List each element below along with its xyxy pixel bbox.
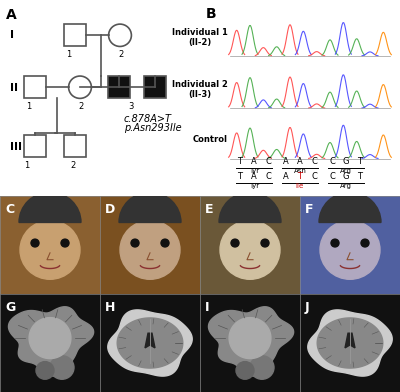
Text: Arg: Arg [340,168,352,174]
Circle shape [36,361,54,379]
Text: G: G [5,301,15,314]
Circle shape [331,239,339,247]
Polygon shape [317,318,383,368]
Text: D: D [105,203,115,216]
Text: Control: Control [193,136,228,145]
Text: p.Asn293Ile: p.Asn293Ile [124,123,182,134]
Text: G: G [343,172,349,181]
Text: A: A [6,8,17,22]
Text: c.878A>T: c.878A>T [124,114,172,124]
Circle shape [120,220,180,279]
Circle shape [320,220,380,279]
Text: 1: 1 [66,50,71,59]
Circle shape [61,239,69,247]
Polygon shape [208,307,294,376]
Text: F: F [305,203,314,216]
Text: Individual 1
(II-2): Individual 1 (II-2) [172,27,228,47]
Bar [64,135,86,157]
Text: I: I [205,301,210,314]
Text: C: C [329,172,335,181]
Text: C: C [265,172,271,181]
Text: Ile: Ile [296,183,304,189]
Wedge shape [319,192,381,223]
Text: T: T [238,172,242,181]
Polygon shape [117,318,183,368]
Wedge shape [19,192,81,223]
Circle shape [31,239,39,247]
Circle shape [131,239,139,247]
Text: T: T [358,172,362,181]
Text: I: I [10,30,14,40]
Circle shape [250,356,274,379]
Bar [24,76,46,98]
Circle shape [236,361,254,379]
Bar [64,24,86,46]
Text: C: C [329,157,335,166]
Text: A: A [251,172,257,181]
Circle shape [231,239,239,247]
Circle shape [261,239,269,247]
Polygon shape [345,333,355,348]
Text: Asn: Asn [294,168,306,174]
Text: A: A [283,157,289,166]
Text: T: T [358,157,362,166]
Text: III: III [10,142,22,152]
Text: 1: 1 [26,102,31,111]
Text: Arg: Arg [340,183,352,189]
Text: 2: 2 [70,161,75,170]
Text: A: A [251,157,257,166]
Polygon shape [145,333,155,348]
Bar [144,76,166,98]
Text: Individual 2
(II-3): Individual 2 (II-3) [172,80,228,99]
Text: Tyr: Tyr [249,183,259,189]
Text: T: T [238,157,242,166]
Text: C: C [311,172,317,181]
Bar [108,76,130,98]
Wedge shape [219,192,281,223]
Text: E: E [205,203,214,216]
Polygon shape [8,307,94,376]
Polygon shape [308,310,392,376]
Wedge shape [119,192,181,223]
Polygon shape [29,318,71,359]
Text: C: C [311,157,317,166]
Circle shape [361,239,369,247]
Text: A: A [297,157,303,166]
Text: 2: 2 [78,102,83,111]
Text: C: C [265,157,271,166]
Text: C: C [5,203,14,216]
Circle shape [20,220,80,279]
Text: 3: 3 [128,102,133,111]
Text: A: A [283,172,289,181]
Circle shape [50,356,74,379]
Bar [24,135,46,157]
Polygon shape [108,310,192,376]
Polygon shape [229,318,271,359]
Text: H: H [105,301,115,314]
Text: 2: 2 [118,50,123,59]
Text: G: G [343,157,349,166]
Circle shape [220,220,280,279]
Text: 1: 1 [24,161,29,170]
Text: T: T [298,172,302,181]
Text: J: J [305,301,310,314]
Circle shape [161,239,169,247]
Text: Tyr: Tyr [249,168,259,174]
Text: II: II [10,83,18,93]
Text: B: B [206,7,217,22]
